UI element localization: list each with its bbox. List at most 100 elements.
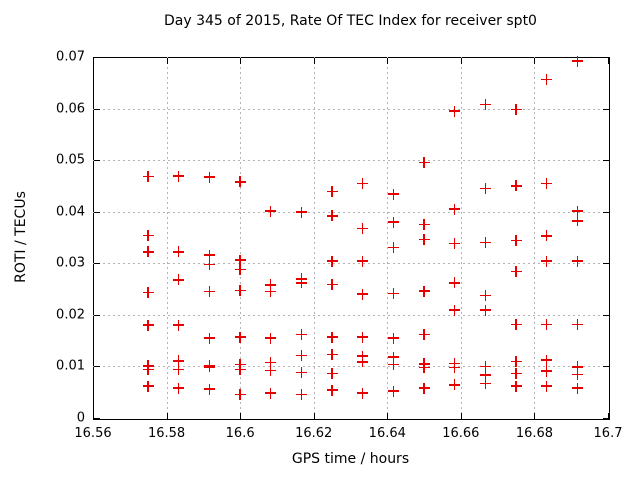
data-point-marker xyxy=(326,255,338,267)
data-point-marker xyxy=(265,205,277,217)
data-point-marker xyxy=(388,188,400,200)
x-tick-mark xyxy=(608,58,609,64)
y-tick-mark xyxy=(603,160,609,162)
data-point-marker xyxy=(142,171,154,183)
y-tick-mark xyxy=(603,366,609,368)
y-tick-mark xyxy=(94,314,100,316)
data-point-marker xyxy=(173,319,185,331)
data-point-marker xyxy=(449,304,461,316)
data-point-marker xyxy=(357,387,369,399)
y-tick-mark xyxy=(94,108,100,110)
data-point-marker xyxy=(418,219,430,231)
y-gridline xyxy=(93,108,608,110)
data-point-marker xyxy=(296,388,308,400)
data-point-marker xyxy=(388,332,400,344)
data-point-marker xyxy=(265,365,277,377)
data-point-marker xyxy=(510,319,522,331)
x-tick-mark xyxy=(93,58,94,64)
data-point-marker xyxy=(418,361,430,373)
x-tick-label: 16.6 xyxy=(225,426,255,441)
x-tick-mark xyxy=(166,58,168,64)
y-tick-label: 0.04 xyxy=(56,204,85,220)
data-point-marker xyxy=(388,358,400,370)
data-point-marker xyxy=(326,384,338,396)
x-tick-label: 16.64 xyxy=(368,426,406,441)
data-point-marker xyxy=(388,288,400,300)
data-point-marker xyxy=(480,183,491,194)
data-point-marker xyxy=(480,377,491,389)
data-point-marker xyxy=(357,255,369,267)
data-point-marker xyxy=(510,368,522,380)
y-gridline xyxy=(93,314,608,316)
data-point-marker xyxy=(326,368,338,380)
data-point-marker xyxy=(510,235,522,247)
data-point-marker xyxy=(510,355,522,367)
data-point-marker xyxy=(388,351,400,363)
data-point-marker xyxy=(510,380,522,392)
data-point-marker xyxy=(571,55,583,67)
data-point-marker xyxy=(480,369,491,381)
data-point-marker xyxy=(173,355,185,367)
y-tick-label: 0 xyxy=(76,410,85,426)
y-tick-mark xyxy=(603,314,609,316)
data-point-marker xyxy=(142,246,154,258)
data-point-marker xyxy=(480,304,491,316)
data-point-marker xyxy=(571,255,583,267)
data-point-marker xyxy=(234,285,246,297)
data-point-marker xyxy=(234,176,246,188)
x-tick-mark xyxy=(313,58,315,64)
data-point-marker xyxy=(142,380,154,392)
y-tick-mark xyxy=(94,263,100,265)
y-tick-mark xyxy=(94,57,100,58)
data-point-marker xyxy=(388,216,400,228)
data-point-marker xyxy=(173,274,185,286)
y-tick-mark xyxy=(603,211,609,213)
data-point-marker xyxy=(418,382,430,394)
y-gridline xyxy=(93,211,608,213)
y-tick-label: 0.03 xyxy=(56,255,85,271)
data-point-marker xyxy=(204,332,216,344)
data-point-marker xyxy=(204,286,216,298)
x-tick-mark xyxy=(240,58,242,64)
data-point-marker xyxy=(173,364,185,376)
data-point-marker xyxy=(234,263,246,275)
data-point-marker xyxy=(142,229,154,241)
data-point-marker xyxy=(571,382,583,394)
data-point-marker xyxy=(510,104,522,116)
x-tick-mark xyxy=(387,413,389,419)
data-point-marker xyxy=(326,210,338,222)
x-tick-label: 16.58 xyxy=(147,426,186,441)
y-tick-mark xyxy=(94,418,100,419)
x-gridline xyxy=(534,57,536,418)
data-point-marker xyxy=(204,249,216,261)
data-point-marker xyxy=(142,319,154,331)
data-point-marker xyxy=(357,350,369,362)
data-point-marker xyxy=(234,388,246,400)
y-gridline xyxy=(93,160,608,162)
data-point-marker xyxy=(357,223,369,235)
data-point-marker xyxy=(234,331,246,343)
data-point-marker xyxy=(296,277,308,289)
data-point-marker xyxy=(541,230,553,242)
data-point-marker xyxy=(480,289,491,301)
data-point-marker xyxy=(357,288,369,300)
y-gridline xyxy=(93,263,608,265)
y-tick-label: 0.02 xyxy=(56,307,85,323)
x-tick-mark xyxy=(93,413,94,419)
y-tick-mark xyxy=(94,211,100,213)
data-point-marker xyxy=(571,319,583,331)
x-tick-label: 16.62 xyxy=(295,426,333,441)
y-tick-mark xyxy=(94,366,100,368)
data-point-marker xyxy=(173,382,185,394)
data-point-marker xyxy=(326,331,338,343)
data-point-marker xyxy=(571,361,583,373)
data-point-marker xyxy=(541,354,553,366)
y-tick-label: 0.05 xyxy=(56,152,85,168)
data-point-marker xyxy=(449,238,461,250)
data-point-marker xyxy=(480,237,491,249)
data-point-marker xyxy=(449,105,461,117)
x-tick-label: 16.66 xyxy=(442,426,480,441)
data-point-marker xyxy=(357,356,369,368)
data-point-marker xyxy=(265,279,277,291)
